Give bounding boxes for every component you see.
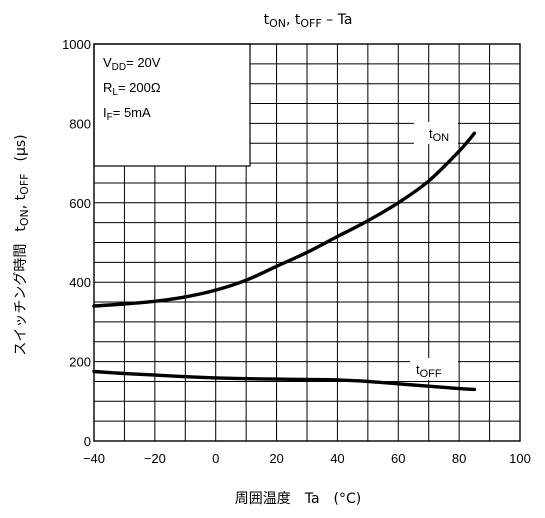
chart-title: tON, tOFF – Ta bbox=[264, 12, 353, 30]
series-toff-label: tOFF bbox=[416, 362, 442, 380]
condition-if: IF= 5mA bbox=[103, 105, 151, 123]
x-tick-label: 100 bbox=[509, 451, 531, 466]
series-toff-label-bg bbox=[410, 358, 458, 380]
y-tick-label: 800 bbox=[69, 116, 91, 131]
x-tick-label: −20 bbox=[144, 451, 166, 466]
x-tick-label: 60 bbox=[391, 451, 405, 466]
x-tick-label: 0 bbox=[212, 451, 219, 466]
x-ticks: −40 −20 0 20 40 60 80 100 bbox=[83, 451, 531, 466]
x-tick-label: 80 bbox=[452, 451, 466, 466]
y-tick-label: 400 bbox=[69, 275, 91, 290]
x-tick-label: 20 bbox=[269, 451, 283, 466]
y-tick-label: 600 bbox=[69, 196, 91, 211]
x-axis-label: 周囲温度 Ta (°C) bbox=[235, 491, 362, 507]
series-ton-label-bg bbox=[414, 122, 458, 144]
series-toff-line bbox=[92, 369, 477, 392]
series-ton-line bbox=[92, 131, 477, 308]
plot-frame bbox=[93, 43, 521, 442]
y-tick-label: 1000 bbox=[62, 37, 91, 52]
y-tick-label: 200 bbox=[69, 355, 91, 370]
y-ticks: 0 200 400 600 800 1000 bbox=[62, 37, 91, 449]
x-tick-label: 40 bbox=[330, 451, 344, 466]
y-tick-label: 0 bbox=[84, 434, 91, 449]
condition-vdd: VDD= 20V bbox=[103, 55, 161, 73]
condition-rl: RL= 200Ω bbox=[103, 80, 161, 98]
y-axis-label: スイッチング時間tON, tOFF(μs) bbox=[13, 134, 31, 355]
series-ton-label: tON bbox=[429, 126, 449, 144]
x-tick-label: −40 bbox=[83, 451, 105, 466]
conditions-box bbox=[93, 43, 251, 167]
